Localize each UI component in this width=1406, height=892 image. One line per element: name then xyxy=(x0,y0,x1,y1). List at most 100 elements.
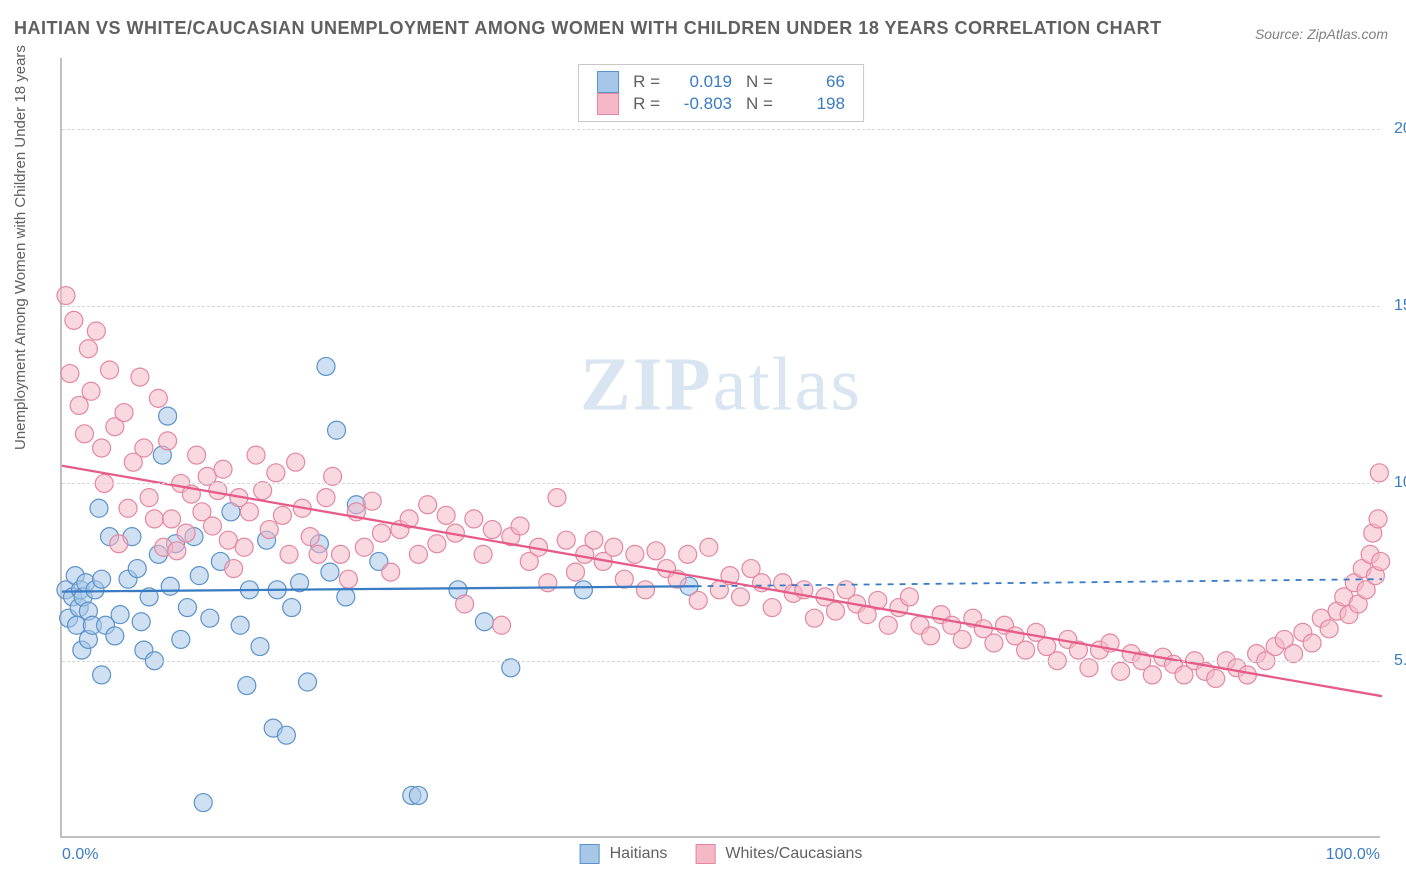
data-point xyxy=(70,396,88,414)
data-point xyxy=(879,616,897,634)
data-point xyxy=(511,517,529,535)
data-point xyxy=(647,542,665,560)
data-point xyxy=(574,581,592,599)
data-point xyxy=(731,588,749,606)
data-point xyxy=(273,506,291,524)
data-point xyxy=(203,517,221,535)
data-point xyxy=(372,524,390,542)
series-legend-item: Whites/Caucasians xyxy=(695,844,862,864)
legend-r-label: R = xyxy=(633,94,660,114)
data-point xyxy=(900,588,918,606)
data-point xyxy=(985,634,1003,652)
data-point xyxy=(1320,620,1338,638)
legend-swatch xyxy=(597,93,619,115)
grid-line xyxy=(62,306,1380,307)
data-point xyxy=(557,531,575,549)
legend-label: Haitians xyxy=(610,845,668,863)
data-point xyxy=(128,560,146,578)
chart-title: HAITIAN VS WHITE/CAUCASIAN UNEMPLOYMENT … xyxy=(14,18,1162,39)
data-point xyxy=(1303,634,1321,652)
y-tick-label: 20.0% xyxy=(1382,120,1406,138)
chart-svg xyxy=(62,58,1380,836)
data-point xyxy=(287,453,305,471)
data-point xyxy=(119,499,137,517)
y-axis-label: Unemployment Among Women with Children U… xyxy=(12,45,29,450)
plot-area: ZIPatlas R = 0.019 N = 66 R = -0.803 N =… xyxy=(60,58,1380,838)
data-point xyxy=(626,545,644,563)
data-point xyxy=(201,609,219,627)
y-tick-label: 15.0% xyxy=(1382,297,1406,315)
grid-line xyxy=(62,661,1380,662)
data-point xyxy=(267,464,285,482)
data-point xyxy=(700,538,718,556)
data-point xyxy=(260,521,278,539)
data-point xyxy=(159,407,177,425)
data-point xyxy=(188,446,206,464)
data-point xyxy=(409,786,427,804)
legend-n-label: N = xyxy=(746,72,773,92)
data-point xyxy=(321,563,339,581)
data-point xyxy=(332,545,350,563)
data-point xyxy=(763,599,781,617)
trend-line xyxy=(62,586,696,591)
stats-legend-row: R = 0.019 N = 66 xyxy=(597,71,845,93)
legend-label: Whites/Caucasians xyxy=(725,845,862,863)
data-point xyxy=(145,510,163,528)
data-point xyxy=(65,311,83,329)
data-point xyxy=(87,322,105,340)
data-point xyxy=(135,439,153,457)
data-point xyxy=(247,446,265,464)
data-point xyxy=(428,535,446,553)
data-point xyxy=(299,673,317,691)
data-point xyxy=(149,389,167,407)
data-point xyxy=(317,357,335,375)
data-point xyxy=(465,510,483,528)
data-point xyxy=(317,489,335,507)
data-point xyxy=(163,510,181,528)
data-point xyxy=(483,521,501,539)
source-citation: Source: ZipAtlas.com xyxy=(1255,26,1388,42)
data-point xyxy=(1207,669,1225,687)
data-point xyxy=(110,535,128,553)
data-point xyxy=(456,595,474,613)
data-point xyxy=(61,365,79,383)
data-point xyxy=(168,542,186,560)
data-point xyxy=(231,616,249,634)
legend-swatch xyxy=(597,71,619,93)
data-point xyxy=(1143,666,1161,684)
data-point xyxy=(280,545,298,563)
data-point xyxy=(172,630,190,648)
grid-line xyxy=(62,483,1380,484)
data-point xyxy=(339,570,357,588)
data-point xyxy=(93,570,111,588)
data-point xyxy=(337,588,355,606)
data-point xyxy=(437,506,455,524)
data-point xyxy=(277,726,295,744)
data-point xyxy=(283,599,301,617)
data-point xyxy=(922,627,940,645)
legend-r-label: R = xyxy=(633,72,660,92)
data-point xyxy=(178,599,196,617)
data-point xyxy=(636,581,654,599)
data-point xyxy=(328,421,346,439)
data-point xyxy=(805,609,823,627)
data-point xyxy=(475,613,493,631)
data-point xyxy=(301,528,319,546)
data-point xyxy=(132,613,150,631)
data-point xyxy=(238,677,256,695)
series-legend: Haitians Whites/Caucasians xyxy=(580,844,863,864)
legend-n-label: N = xyxy=(746,94,773,114)
x-tick-min: 0.0% xyxy=(62,846,98,864)
data-point xyxy=(1112,662,1130,680)
data-point xyxy=(177,524,195,542)
data-point xyxy=(93,439,111,457)
data-point xyxy=(93,666,111,684)
data-point xyxy=(827,602,845,620)
series-legend-item: Haitians xyxy=(580,844,668,864)
data-point xyxy=(409,545,427,563)
data-point xyxy=(539,574,557,592)
data-point xyxy=(615,570,633,588)
data-point xyxy=(355,538,373,556)
data-point xyxy=(131,368,149,386)
stats-legend-row: R = -0.803 N = 198 xyxy=(597,93,845,115)
